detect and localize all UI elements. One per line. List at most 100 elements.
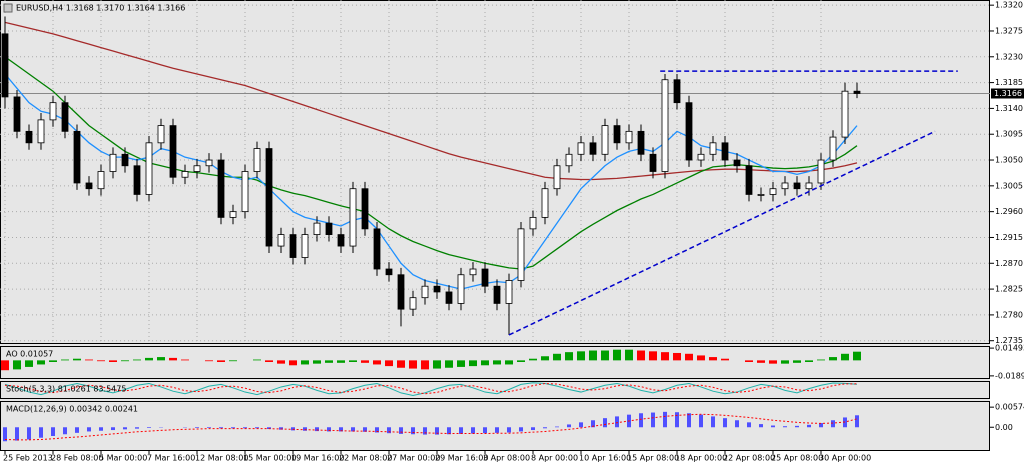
bar xyxy=(805,360,813,362)
macd-bar xyxy=(111,427,115,431)
bar xyxy=(97,360,105,362)
bar xyxy=(253,359,261,361)
price-axis-background xyxy=(990,0,1024,465)
macd-bar xyxy=(663,411,667,428)
x-tick-label: 7 Mar 16:00 xyxy=(147,454,195,463)
candle-body xyxy=(481,268,489,287)
macd-bar xyxy=(675,412,679,428)
candle-body xyxy=(769,188,777,195)
macd-bar xyxy=(483,427,487,434)
macd-bar xyxy=(447,427,451,435)
bar xyxy=(169,357,177,361)
macd-bar xyxy=(567,424,571,428)
candle-body xyxy=(493,285,501,304)
bar xyxy=(313,360,321,364)
bar xyxy=(481,360,489,366)
x-tick-label: 3 Apr 08:00 xyxy=(483,454,530,463)
candle-body xyxy=(37,119,45,144)
candle-body xyxy=(649,153,657,172)
macd-bar xyxy=(267,427,271,429)
panel-frame xyxy=(0,381,990,399)
candle-body xyxy=(853,90,861,94)
bar xyxy=(673,352,681,361)
y-tick-label: 0.00 xyxy=(995,423,1013,432)
candle-body xyxy=(637,130,645,155)
candle-body xyxy=(409,297,417,310)
x-tick-label: 5 Mar 00:00 xyxy=(99,454,147,463)
macd-bar xyxy=(303,427,307,431)
bar xyxy=(289,360,297,366)
macd-bar xyxy=(195,427,199,428)
macd-bar xyxy=(807,424,811,428)
candle-body xyxy=(433,285,441,293)
bar xyxy=(529,358,537,361)
bar xyxy=(577,351,585,361)
macd-bar xyxy=(147,427,151,428)
bar xyxy=(49,360,57,362)
candle-body xyxy=(661,79,669,172)
bar xyxy=(745,360,753,362)
bar xyxy=(349,360,357,362)
macd-bar xyxy=(747,422,751,428)
macd-bar xyxy=(531,427,535,431)
macd-bar xyxy=(795,425,799,428)
bar xyxy=(397,360,405,368)
moving-average xyxy=(4,21,858,181)
candle-body xyxy=(805,182,813,190)
bar xyxy=(229,360,237,362)
bar xyxy=(217,360,225,362)
bar xyxy=(613,349,621,361)
x-tick-label: 22 Apr 08:00 xyxy=(723,454,775,463)
candle-body xyxy=(577,142,585,155)
bar xyxy=(709,357,717,361)
macd-bar xyxy=(495,427,499,433)
x-tick-label: 29 Mar 16:00 xyxy=(435,454,488,463)
bar xyxy=(769,360,777,364)
bar xyxy=(469,360,477,367)
panel-frame xyxy=(0,346,990,379)
bar xyxy=(829,357,837,361)
bar xyxy=(325,360,333,363)
candle-body xyxy=(25,130,33,144)
candle-body xyxy=(253,148,261,172)
x-tick-label: 28 Feb 08:00 xyxy=(51,454,103,463)
x-tick-label: 8 Apr 00:00 xyxy=(531,454,578,463)
bar xyxy=(793,360,801,363)
candle-body xyxy=(13,96,21,132)
macd-bar xyxy=(279,427,283,430)
bar xyxy=(841,353,849,361)
candle-body xyxy=(397,274,405,310)
candle-body xyxy=(205,159,213,167)
candle-body xyxy=(61,102,69,132)
bar xyxy=(25,360,33,367)
panel-title: AO 0.01057 xyxy=(6,350,53,359)
bar xyxy=(541,356,549,361)
bar xyxy=(109,360,117,362)
bar xyxy=(145,357,153,361)
bar xyxy=(637,350,645,361)
y-tick-label: 1.2780 xyxy=(995,310,1023,319)
macd-bar xyxy=(855,415,859,428)
bar xyxy=(601,350,609,361)
macd-bar xyxy=(771,425,775,428)
y-tick-label: 1.2960 xyxy=(995,207,1023,216)
bar xyxy=(73,358,81,361)
bar xyxy=(37,360,45,365)
macd-bar xyxy=(39,427,43,438)
macd-bar xyxy=(135,427,139,429)
candle-body xyxy=(685,102,693,161)
candle-body xyxy=(673,79,681,104)
candle-body xyxy=(757,194,765,196)
bar xyxy=(433,360,441,369)
x-tick-label: 22 Mar 08:00 xyxy=(339,454,392,463)
macd-bar xyxy=(3,427,7,442)
candle-body xyxy=(841,90,849,138)
candle-body xyxy=(553,165,561,190)
macd-bar xyxy=(327,427,331,432)
bar xyxy=(493,360,501,365)
candle-body xyxy=(817,159,825,184)
macd-bar xyxy=(15,427,19,441)
candle-body xyxy=(469,268,477,276)
